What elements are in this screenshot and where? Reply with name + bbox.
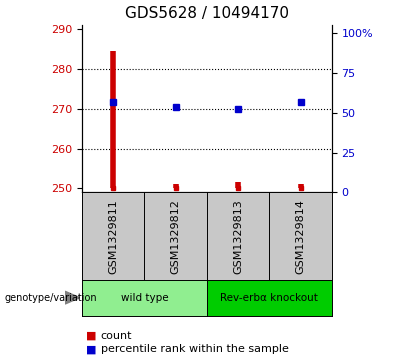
Text: Rev-erbα knockout: Rev-erbα knockout — [220, 293, 318, 303]
Text: percentile rank within the sample: percentile rank within the sample — [101, 344, 289, 354]
Text: ■: ■ — [86, 331, 97, 341]
Text: wild type: wild type — [121, 293, 168, 303]
Title: GDS5628 / 10494170: GDS5628 / 10494170 — [125, 7, 289, 21]
Text: GSM1329814: GSM1329814 — [296, 199, 306, 274]
Polygon shape — [65, 291, 80, 304]
Text: count: count — [101, 331, 132, 341]
Text: genotype/variation: genotype/variation — [4, 293, 97, 303]
Text: GSM1329811: GSM1329811 — [108, 199, 118, 274]
Text: ■: ■ — [86, 344, 97, 354]
Text: GSM1329812: GSM1329812 — [171, 199, 181, 274]
Text: GSM1329813: GSM1329813 — [233, 199, 243, 274]
